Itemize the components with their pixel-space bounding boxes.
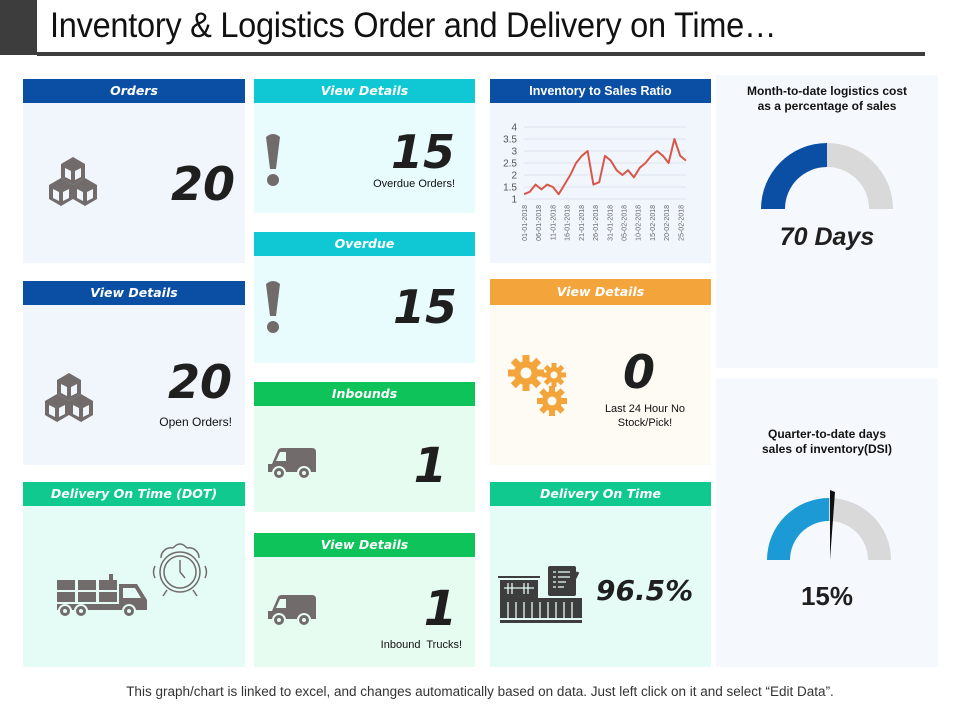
dsi-value: 15% [800, 581, 854, 611]
svg-text:26-01-2018: 26-01-2018 [593, 205, 600, 241]
no-stock-caption-line2: Stock/Pick! [617, 417, 673, 429]
no-stock-caption-line1: Last 24 Hour No [604, 403, 686, 415]
van-icon [268, 448, 316, 480]
view-details-button[interactable]: View Details [254, 533, 475, 557]
delivery-on-time-header[interactable]: Delivery On Time [490, 482, 711, 506]
gears-icon [508, 355, 567, 416]
orders-value: 20 [170, 157, 235, 211]
overdue-orders-value: 15 [390, 125, 455, 179]
logistics-cost-title-line2: as a percentage of sales [757, 99, 897, 113]
svg-text:15-02-2018: 15-02-2018 [650, 205, 657, 241]
svg-text:2: 2 [511, 171, 517, 182]
cubes-icon [45, 373, 93, 422]
title-underline [37, 52, 925, 56]
svg-text:3.5: 3.5 [503, 135, 517, 146]
svg-text:3: 3 [511, 147, 517, 158]
inbound-trucks-card: View Details 1 Inbound Trucks! [254, 533, 475, 667]
dot-header[interactable]: Delivery On Time (DOT) [23, 482, 245, 506]
svg-text:1: 1 [511, 195, 517, 206]
open-orders-caption: Open Orders! [159, 415, 232, 429]
view-details-button[interactable]: View Details [23, 281, 245, 305]
inbound-trucks-value: 1 [423, 581, 457, 637]
overdue-card: Overdue 15 [254, 232, 475, 363]
svg-text:16-01-2018: 16-01-2018 [565, 205, 572, 241]
alarm-clock-icon [152, 543, 208, 597]
no-stock-value: 0 [623, 345, 656, 399]
dsi-title-line2: sales of inventory(DSI) [761, 442, 893, 456]
delivery-on-time-value: 96.5% [596, 574, 694, 607]
inbounds-value: 1 [413, 438, 447, 494]
delivery-on-time-card: Delivery On Time [490, 482, 711, 667]
svg-text:06-01-2018: 06-01-2018 [536, 205, 543, 241]
logistics-cost-gauge [761, 143, 893, 209]
warehouse-checklist-icon [498, 566, 582, 623]
logistics-cost-gauge-card: Month-to-date logistics cost as a percen… [716, 75, 938, 368]
inbound-trucks-caption: Inbound Trucks! [380, 639, 462, 651]
dot-card: Delivery On Time (DOT) [23, 482, 245, 667]
view-details-button[interactable]: View Details [254, 79, 475, 103]
svg-text:11-01-2018: 11-01-2018 [550, 205, 557, 240]
inventory-ratio-card: Inventory to Sales Ratio 1 1.5 2 2.5 3 3.5 4 01… [490, 79, 711, 263]
orders-header[interactable]: Orders [23, 79, 245, 103]
page-title: Inventory & Logistics Order and Delivery… [50, 6, 777, 45]
van-icon [268, 595, 316, 627]
inbounds-card: Inbounds 1 [254, 382, 475, 512]
logistics-cost-title-line1: Month-to-date logistics cost [747, 84, 907, 98]
overdue-orders-card: View Details 15 Overdue Orders! [254, 79, 475, 213]
orders-card: Orders 20 [23, 79, 245, 263]
open-orders-card: View Details 20 Open Orders! [23, 281, 245, 465]
dsi-gauge-card: Quarter-to-date days sales of inventory(… [716, 378, 938, 667]
svg-text:31-01-2018: 31-01-2018 [607, 205, 614, 241]
dsi-title-line1: Quarter-to-date days [767, 427, 887, 441]
svg-text:25-02-2018: 25-02-2018 [678, 205, 685, 241]
svg-text:05-02-2018: 05-02-2018 [621, 205, 628, 241]
dsi-gauge [767, 490, 891, 560]
inbounds-header[interactable]: Inbounds [254, 382, 475, 406]
overdue-value: 15 [392, 280, 457, 334]
open-orders-value: 20 [167, 355, 232, 409]
svg-text:10-02-2018: 10-02-2018 [636, 205, 643, 241]
inventory-ratio-line-chart[interactable]: 11.522.533.54 01-01-2018 06-01-2018 11-01-2… [490, 103, 711, 263]
no-stock-card: View Details [490, 279, 711, 465]
svg-text:2.5: 2.5 [503, 159, 517, 170]
view-details-button[interactable]: View Details [490, 279, 711, 305]
svg-text:01-01-2018: 01-01-2018 [522, 205, 529, 241]
exclamation-icon [266, 281, 280, 333]
svg-text:1.5: 1.5 [503, 183, 517, 194]
exclamation-icon [266, 134, 280, 186]
svg-text:4: 4 [511, 123, 517, 134]
title-accent-block [0, 0, 37, 55]
logistics-cost-value: 70 Days [779, 223, 875, 251]
footer-note: This graph/chart is linked to excel, and… [126, 684, 834, 699]
svg-text:21-01-2018: 21-01-2018 [579, 205, 586, 241]
overdue-header[interactable]: Overdue [254, 232, 475, 256]
cubes-icon [49, 157, 97, 206]
svg-text:20-02-2018: 20-02-2018 [664, 205, 671, 241]
overdue-orders-caption: Overdue Orders! [373, 178, 455, 190]
inventory-ratio-header: Inventory to Sales Ratio [490, 79, 711, 103]
truck-icon [57, 574, 147, 618]
